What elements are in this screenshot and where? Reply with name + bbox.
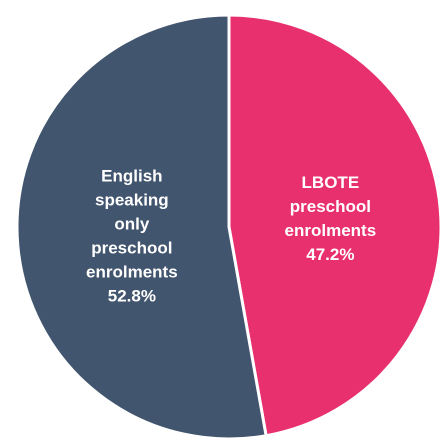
slice-label-line: enrolments [285, 221, 377, 240]
pie-slices [15, 13, 440, 441]
slice-label-line: only [114, 215, 149, 234]
pie-slice-1 [15, 13, 268, 441]
slice-label-1: English speaking only preschool enrolments 52… [86, 167, 178, 306]
slice-label-line: preschool [91, 239, 172, 258]
slice-label-line: LBOTE [302, 173, 360, 192]
pie-slice-0 [227, 13, 440, 438]
slice-value-label: 52.8% [108, 287, 156, 306]
slice-value-label: 47.2% [306, 245, 354, 264]
slice-label-0: LBOTE preschool enrolments 47.2% [285, 173, 377, 264]
slice-label-line: speaking [95, 191, 169, 210]
slice-label-line: enrolments [86, 263, 178, 282]
pie-labels: LBOTE preschool enrolments 47.2% English spea… [86, 167, 376, 306]
slice-label-line: preschool [290, 197, 371, 216]
slice-label-line: English [101, 167, 162, 186]
